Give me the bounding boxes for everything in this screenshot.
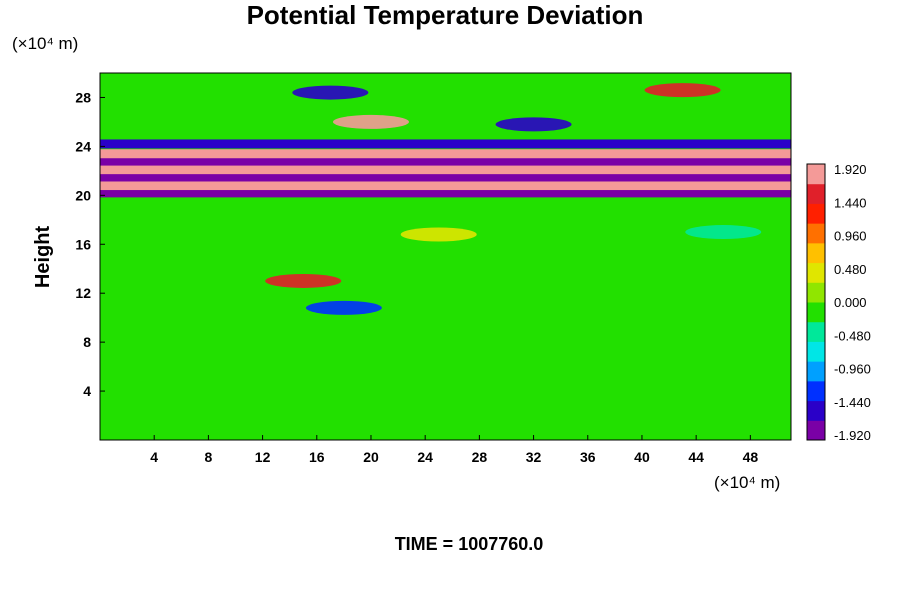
colorbar-tick-label: -1.920 [834, 428, 871, 443]
time-label: TIME = 1007760.0 [395, 534, 544, 554]
heatmap-plot-area [99, 72, 792, 441]
heatmap-band-4 [100, 156, 791, 166]
x-tick-label: 16 [309, 449, 325, 465]
colorbar-tick-label: -0.480 [834, 328, 871, 343]
heatmap-band-1 [100, 181, 791, 191]
y-axis-ticks: 4 8 12 16 20 24 28 [75, 89, 105, 399]
y-tick-label: 16 [75, 236, 91, 252]
colorbar-ticks: 1.920 1.440 0.960 0.480 0.000 -0.480 -0.960 -1.… [834, 162, 871, 443]
colorbar-swatch [807, 380, 825, 402]
y-tick-label: 28 [75, 89, 91, 105]
heatmap-feature-6 [400, 227, 477, 242]
colorbar-frame [806, 163, 826, 441]
colorbar-tick-label: 1.920 [834, 162, 867, 177]
y-tick-label: 4 [83, 383, 91, 399]
colorbar-tick-label: -0.960 [834, 362, 871, 377]
heatmap-feature-3 [495, 117, 572, 132]
colorbar-swatch [807, 203, 825, 224]
y-axis-label: Height [32, 226, 54, 289]
heatmap-frame [99, 72, 792, 441]
x-tick-label: 4 [150, 449, 158, 465]
colorbar-swatch [807, 262, 825, 283]
x-tick-label: 20 [363, 449, 379, 465]
x-tick-label: 8 [204, 449, 212, 465]
x-axis-ticks: 4 8 12 16 20 24 28 32 36 40 44 48 [150, 435, 758, 465]
colorbar-swatch [807, 400, 825, 421]
colorbar-tick-label: 0.960 [834, 229, 867, 244]
x-tick-label: 40 [634, 449, 650, 465]
y-axis-unit: (×10⁴ m) [12, 34, 78, 53]
x-tick-label: 28 [472, 449, 488, 465]
heatmap-background [100, 73, 791, 440]
y-tick-label: 12 [75, 285, 91, 301]
x-tick-label: 24 [417, 449, 433, 465]
colorbar-tick-label: 0.000 [834, 295, 867, 310]
heatmap-feature-4 [265, 273, 342, 288]
colorbar-swatch [807, 302, 825, 323]
colorbar-tick-label: 1.440 [834, 195, 867, 210]
heatmap-feature-1 [292, 85, 369, 100]
x-tick-label: 44 [688, 449, 704, 465]
colorbar-swatch [807, 164, 825, 185]
y-tick-label: 20 [75, 187, 91, 203]
x-axis-unit: (×10⁴ m) [714, 473, 780, 492]
heatmap-bands [100, 139, 791, 198]
heatmap-features [265, 83, 762, 315]
heatmap-feature-7 [685, 225, 762, 240]
x-tick-label: 12 [255, 449, 271, 465]
heatmap-band-5 [100, 149, 791, 159]
colorbar-swatch [807, 282, 825, 303]
colorbar-tick-label: -1.440 [834, 395, 871, 410]
heatmap-band-2 [100, 172, 791, 182]
chart-title: Potential Temperature Deviation [247, 0, 644, 30]
colorbar-swatch [807, 183, 825, 204]
colorbar-swatch [807, 420, 825, 441]
heatmap-band-0 [100, 188, 791, 198]
colorbar-swatch [807, 321, 825, 342]
y-tick-label: 24 [75, 138, 91, 154]
heatmap-band-3 [100, 165, 791, 175]
heatmap-feature-0 [332, 114, 409, 129]
y-tick-label: 8 [83, 334, 91, 350]
colorbar-swatch [807, 361, 825, 382]
x-tick-label: 32 [526, 449, 542, 465]
x-tick-label: 48 [743, 449, 759, 465]
x-tick-label: 36 [580, 449, 596, 465]
heatmap-feature-2 [644, 83, 721, 98]
colorbar-swatch [807, 341, 825, 362]
colorbar-swatch [807, 242, 825, 264]
heatmap-feature-5 [305, 300, 382, 315]
colorbar [806, 163, 826, 441]
colorbar-swatch [807, 223, 825, 244]
colorbar-tick-label: 0.480 [834, 262, 867, 277]
heatmap-band-6 [100, 139, 791, 149]
